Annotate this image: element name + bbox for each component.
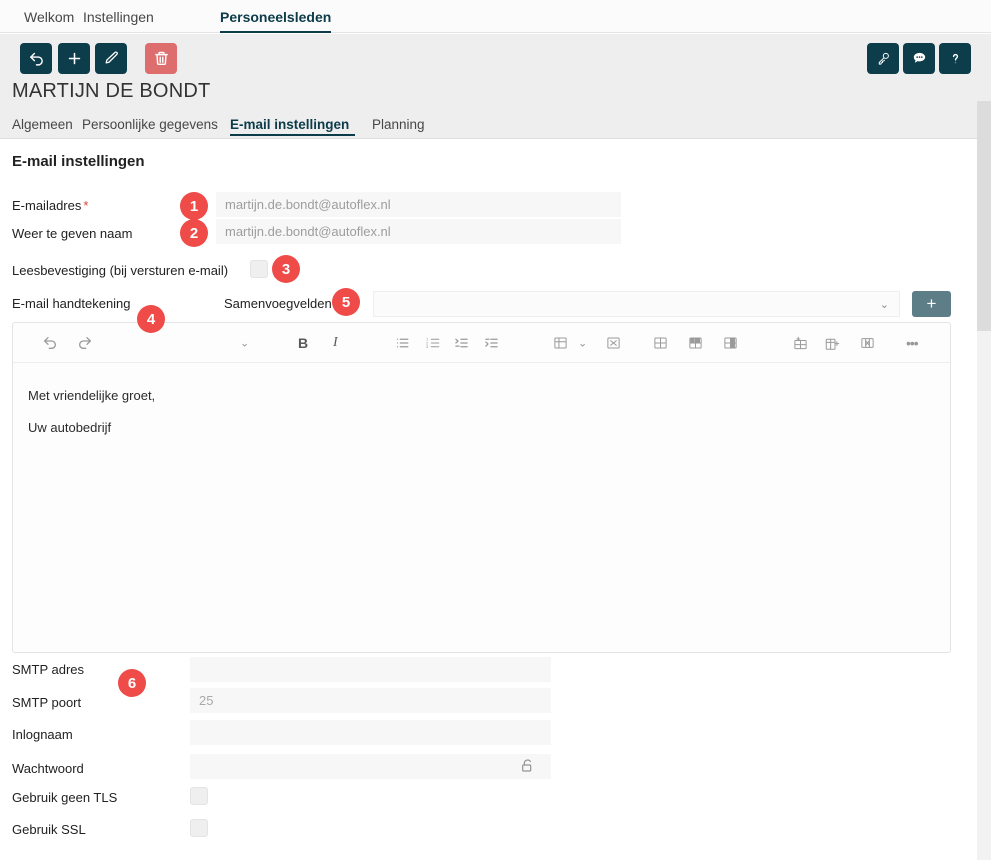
svg-text:3: 3 bbox=[426, 344, 429, 349]
